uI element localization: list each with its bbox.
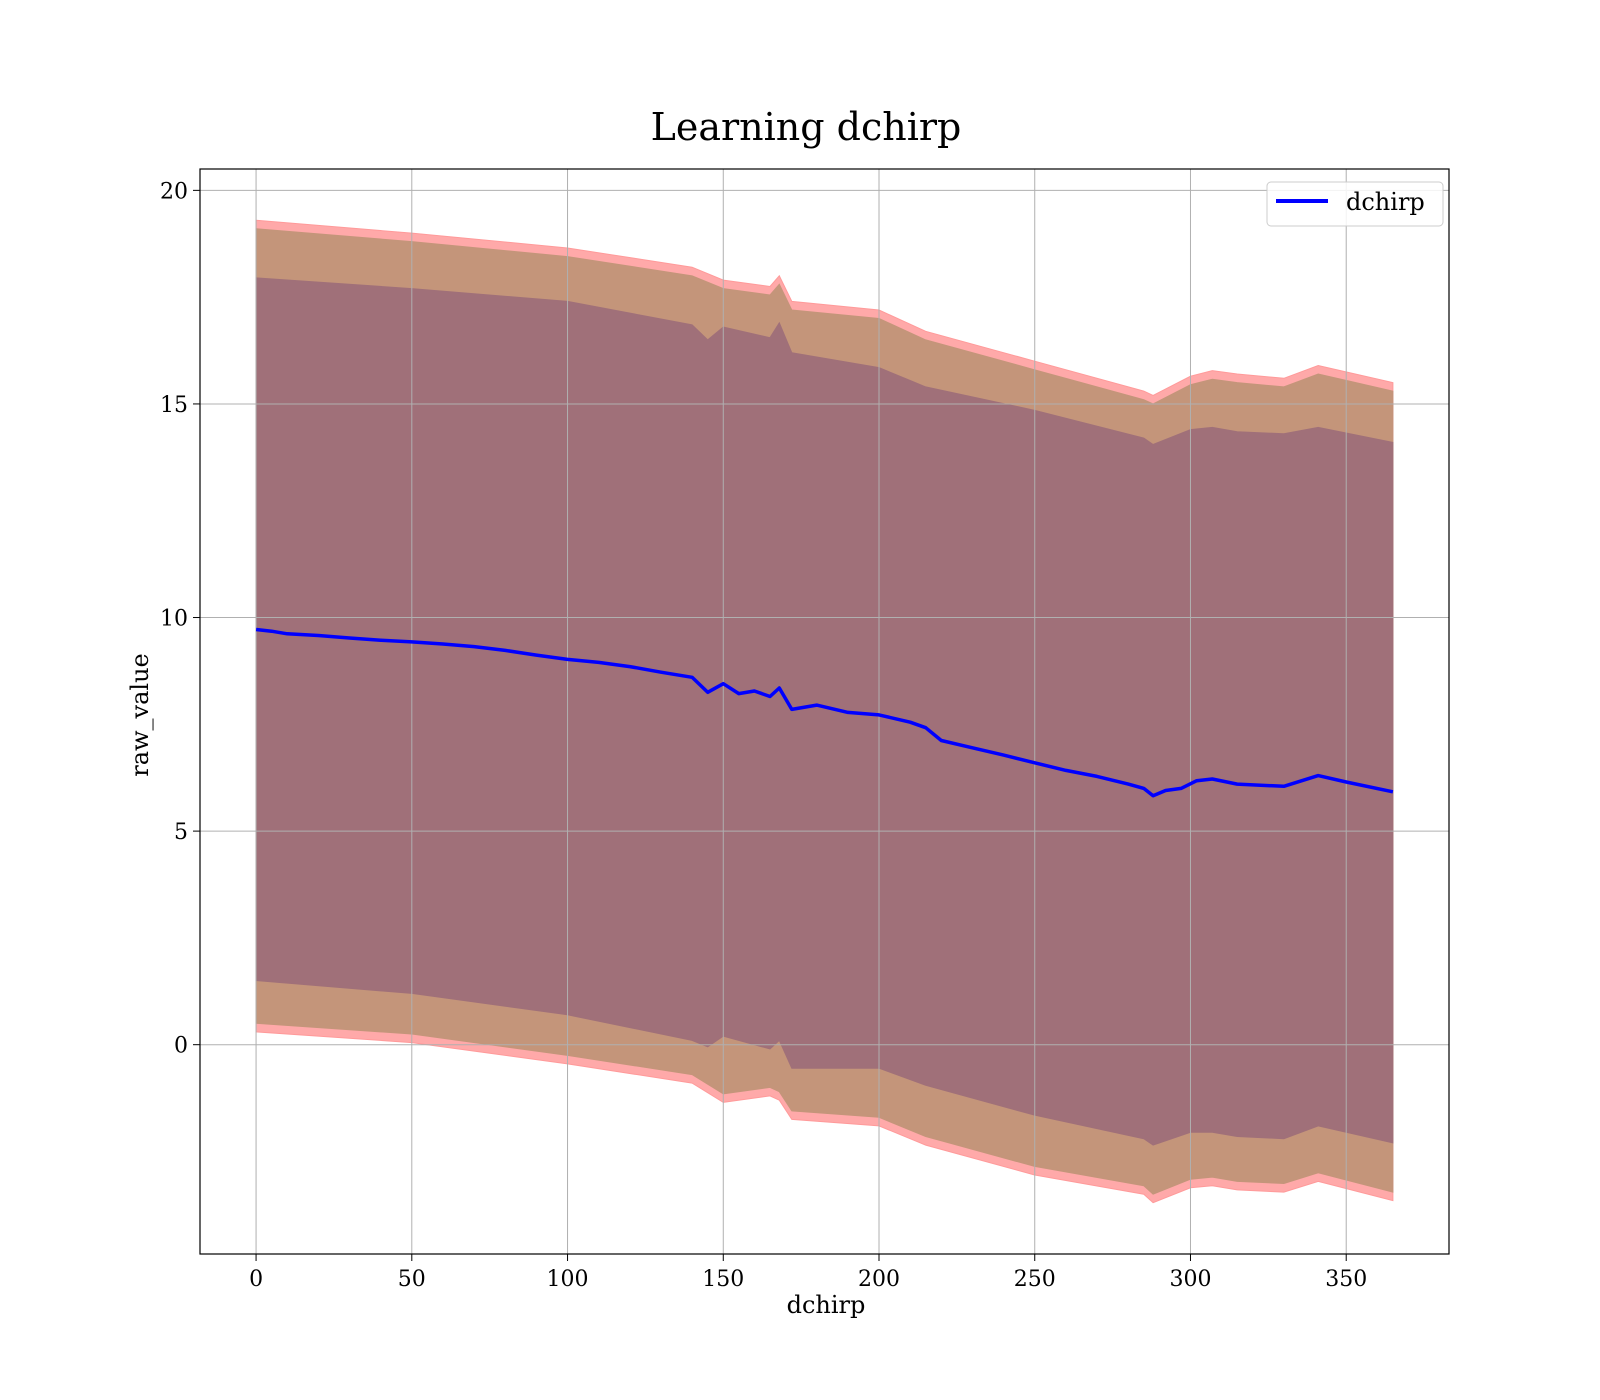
plot-area [200, 169, 1449, 1254]
x-tick-label: 350 [1325, 1267, 1367, 1292]
series-line-dchirp [255, 627, 1394, 798]
plot-frame [199, 168, 1450, 1255]
legend-box [1266, 181, 1444, 227]
x-tick-label: 150 [702, 1267, 744, 1292]
x-tick-label: 100 [547, 1267, 589, 1292]
y-tick-label: 5 [174, 820, 188, 845]
legend: dchirp [1266, 181, 1444, 227]
line-layer [255, 627, 1394, 798]
y-tick-label: 0 [174, 1034, 188, 1059]
y-tick-label: 15 [160, 393, 188, 418]
x-axis-title: dchirp [787, 1291, 866, 1319]
x-tick-label: 0 [249, 1267, 263, 1292]
y-tick-label: 10 [160, 607, 188, 632]
x-tick-label: 300 [1169, 1267, 1211, 1292]
x-axis: 0 50 100 150 200 250 300 350 [249, 1254, 1367, 1292]
y-tick-label: 20 [160, 179, 188, 204]
x-tick-label: 250 [1014, 1267, 1056, 1292]
y-axis: 0 5 10 15 20 [160, 179, 200, 1059]
grid-layer [200, 169, 1449, 1254]
x-tick-label: 200 [858, 1267, 900, 1292]
legend-label-dchirp: dchirp [1346, 188, 1425, 216]
x-tick-label: 50 [398, 1267, 426, 1292]
bands-layer [255, 219, 1394, 1204]
chart-title: Learning dchirp [651, 105, 962, 149]
y-axis-title: raw_value [126, 653, 154, 777]
